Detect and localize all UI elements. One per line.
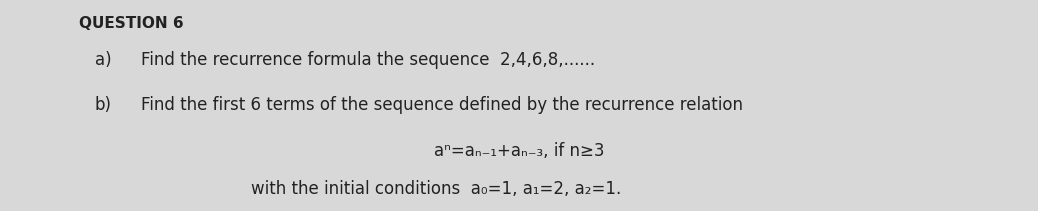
Text: a): a) <box>94 51 111 69</box>
Text: b): b) <box>94 96 111 115</box>
Text: Find the first 6 terms of the sequence defined by the recurrence relation: Find the first 6 terms of the sequence d… <box>141 96 743 115</box>
Text: aⁿ=aₙ₋₁+aₙ₋₃, if n≥3: aⁿ=aₙ₋₁+aₙ₋₃, if n≥3 <box>434 142 604 160</box>
Text: with the initial conditions  a₀=1, a₁=2, a₂=1.: with the initial conditions a₀=1, a₁=2, … <box>251 180 622 198</box>
Text: QUESTION 6: QUESTION 6 <box>79 16 184 31</box>
Text: Find the recurrence formula the sequence  2,4,6,8,......: Find the recurrence formula the sequence… <box>141 51 595 69</box>
